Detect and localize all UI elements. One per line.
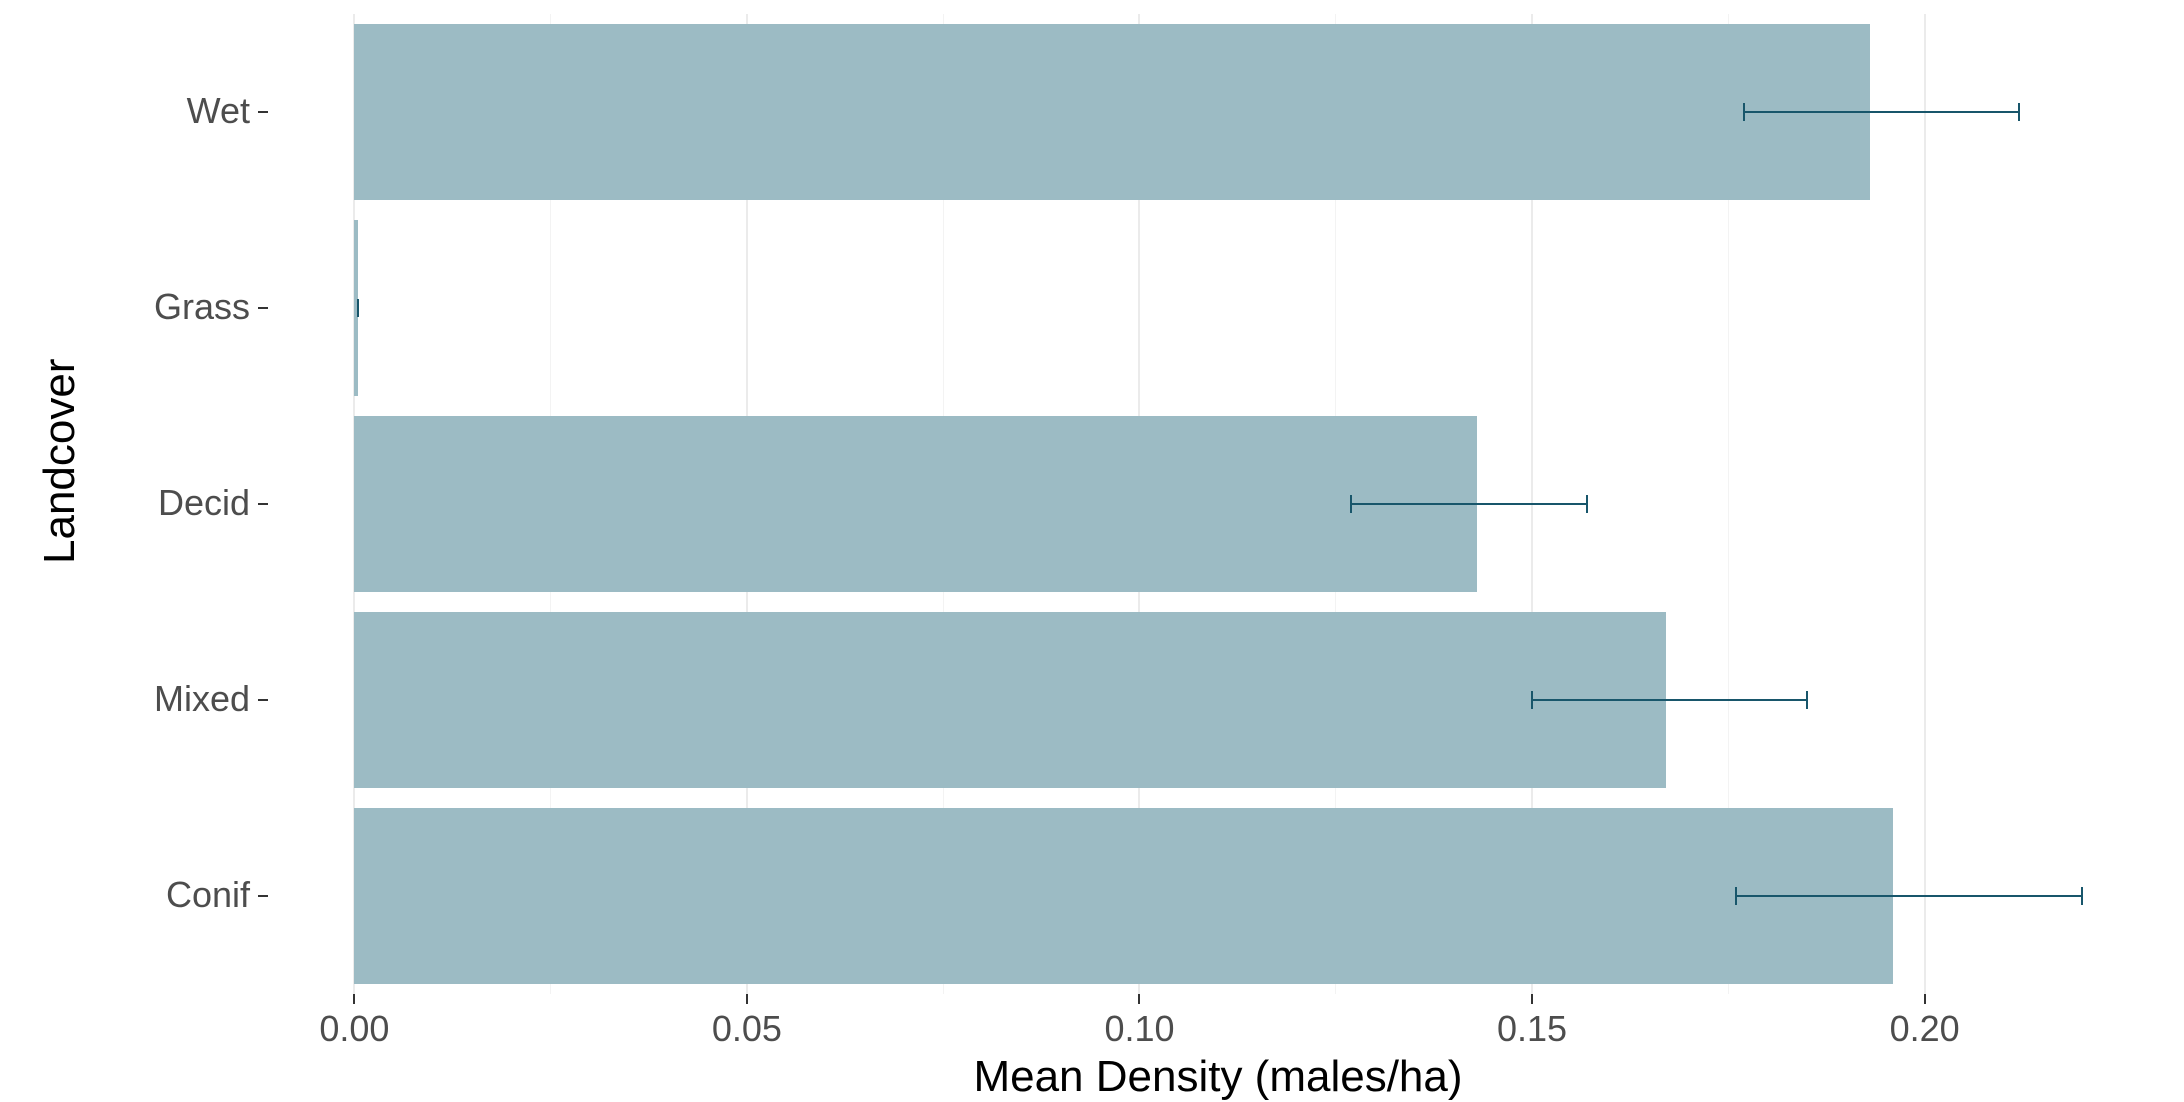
errorbar-cap — [1735, 887, 1737, 905]
x-tick-mark — [1924, 994, 1926, 1004]
gridline-major — [1924, 14, 1926, 994]
errorbar-range — [1532, 699, 1807, 701]
y-tick-label: Decid — [158, 482, 250, 524]
x-tick-label: 0.15 — [1487, 1008, 1577, 1050]
errorbar-range — [1744, 111, 2019, 113]
errorbar-cap — [1743, 103, 1745, 121]
bar — [354, 416, 1477, 592]
x-tick-label: 0.00 — [309, 1008, 399, 1050]
y-tick-label: Wet — [187, 90, 250, 132]
bar — [354, 808, 1893, 984]
y-tick-label: Conif — [166, 874, 250, 916]
errorbar-cap — [2018, 103, 2020, 121]
errorbar-cap — [2081, 887, 2083, 905]
x-tick-label: 0.20 — [1880, 1008, 1970, 1050]
x-tick-mark — [746, 994, 748, 1004]
y-tick-mark — [258, 307, 268, 309]
x-tick-label: 0.10 — [1094, 1008, 1184, 1050]
y-tick-mark — [258, 699, 268, 701]
bar — [354, 24, 1869, 200]
y-tick-label: Mixed — [154, 678, 250, 720]
errorbar-cap — [1531, 691, 1533, 709]
errorbar-range — [1351, 503, 1587, 505]
errorbar-cap — [1350, 495, 1352, 513]
errorbar-cap — [1806, 691, 1808, 709]
errorbar-cap — [1586, 495, 1588, 513]
density-by-landcover-chart: Landcover Mean Density (males/ha) WetGra… — [0, 0, 2184, 1096]
y-tick-mark — [258, 503, 268, 505]
x-axis-title: Mean Density (males/ha) — [268, 1052, 2168, 1102]
x-tick-mark — [1531, 994, 1533, 1004]
plot-area — [268, 14, 2168, 994]
x-tick-mark — [353, 994, 355, 1004]
errorbar-range — [1736, 895, 2081, 897]
x-tick-mark — [1138, 994, 1140, 1004]
errorbar-cap — [357, 299, 359, 317]
y-tick-mark — [258, 111, 268, 113]
y-tick-label: Grass — [154, 286, 250, 328]
y-tick-mark — [258, 895, 268, 897]
x-tick-label: 0.05 — [702, 1008, 792, 1050]
bar — [354, 612, 1665, 788]
y-axis-title: Landcover — [35, 444, 85, 564]
